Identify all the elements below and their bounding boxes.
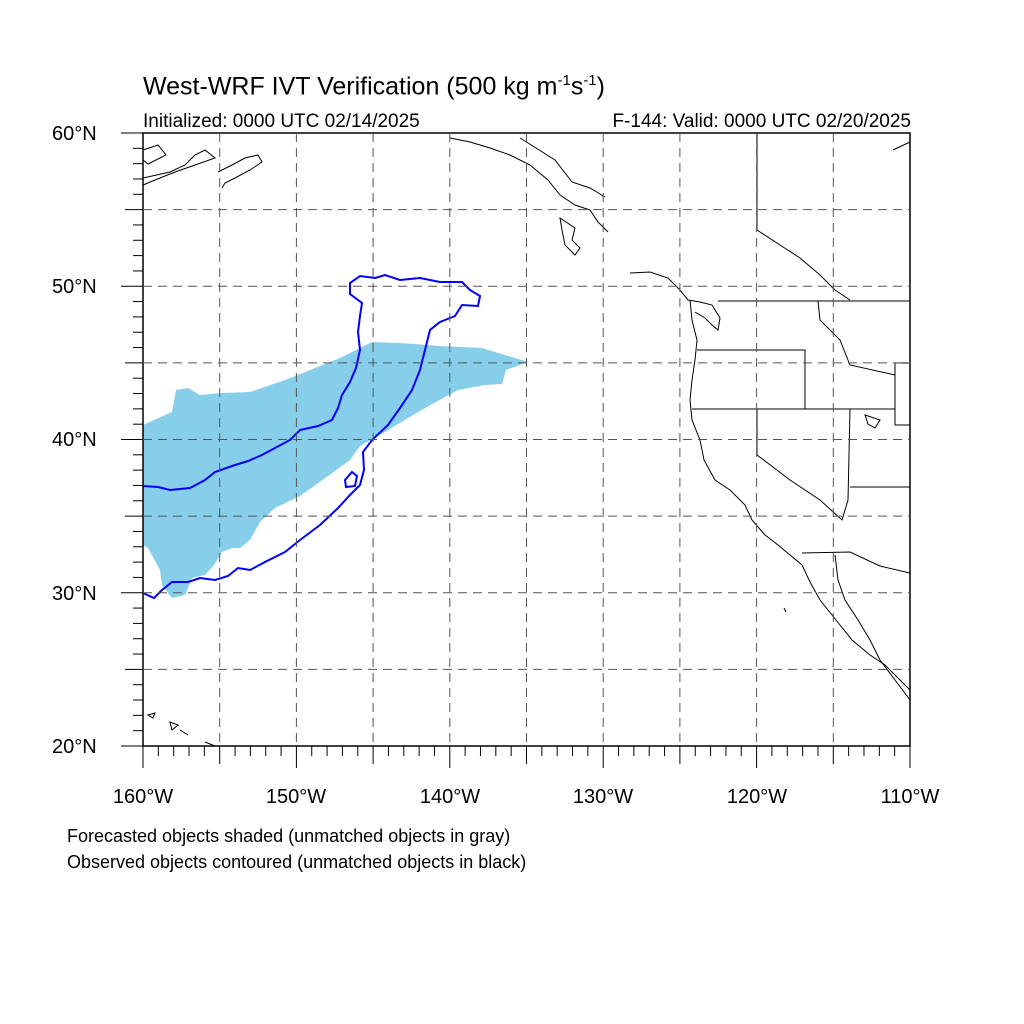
lon-label-110w: 110°W (880, 786, 940, 808)
axis-ticks (121, 132, 911, 768)
legend-observed-note: Observed objects contoured (unmatched ob… (67, 852, 527, 872)
valid-time-label: F-144: Valid: 0000 UTC 02/20/2025 (612, 111, 911, 132)
observed-object-small-contour (343, 470, 359, 489)
lon-label-160w: 160°W (112, 786, 174, 808)
lat-label-30: 30°N (52, 583, 97, 605)
lon-label-150w: 150°W (265, 786, 327, 808)
observed-object-contour (142, 273, 482, 600)
legend-forecast-note: Forecasted objects shaded (unmatched obj… (67, 826, 511, 846)
coastlines (142, 137, 911, 747)
political-borders (692, 133, 911, 574)
lon-label-130w: 130°W (572, 786, 634, 808)
lon-label-120w: 120°W (726, 786, 788, 808)
forecast-object-shading (143, 342, 528, 598)
lat-label-60: 60°N (52, 123, 97, 145)
lat-label-50: 50°N (52, 276, 97, 298)
grid-lines (143, 133, 910, 746)
initialized-label: Initialized: 0000 UTC 02/14/2025 (143, 111, 420, 132)
lon-label-140w: 140°W (419, 786, 481, 808)
lat-label-20: 20°N (52, 736, 97, 758)
lat-label-40: 40°N (52, 429, 97, 451)
chart-title: West-WRF IVT Verification (500 kg m-1s-1… (143, 72, 605, 101)
